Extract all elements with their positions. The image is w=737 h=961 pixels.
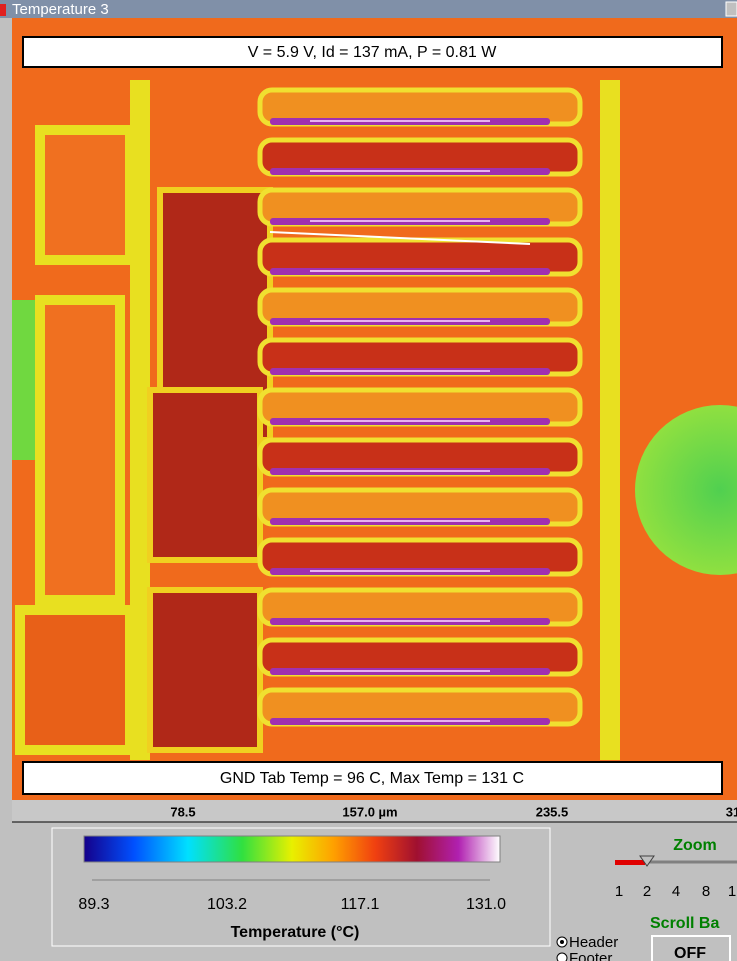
hot-core <box>310 670 490 672</box>
app-icon <box>0 4 6 16</box>
hot-core <box>310 320 490 322</box>
page: {"window": {"title": "Temperature 3"}, "… <box>0 0 737 961</box>
footer-text: GND Tab Temp = 96 C, Max Temp = 131 C <box>220 770 524 787</box>
scroll-bar-title: Scroll Ba <box>650 915 719 932</box>
window: Temperature 3 V = 5.9 V, Id = 137 mA, P … <box>0 0 737 961</box>
zoom-title: Zoom <box>673 837 717 854</box>
colorbar-label: 117.1 <box>341 896 380 913</box>
hot-core <box>310 220 490 222</box>
hot-core <box>310 420 490 422</box>
zoom-level[interactable]: 1 <box>615 883 623 900</box>
hot-core <box>310 470 490 472</box>
hot-core <box>310 520 490 522</box>
header-text: V = 5.9 V, Id = 137 mA, P = 0.81 W <box>248 44 498 61</box>
footer-option[interactable]: Footer <box>569 950 612 961</box>
hot-core <box>310 270 490 272</box>
ruler-label: 235.5 <box>536 804 569 819</box>
off-button-label[interactable]: OFF <box>674 945 706 961</box>
colorbar-title: Temperature (°C) <box>231 924 360 941</box>
hot-core <box>310 720 490 722</box>
warm-pad <box>40 130 130 260</box>
hot-core <box>310 570 490 572</box>
warm-pad <box>40 300 120 600</box>
ruler-label: 78.5 <box>170 804 195 819</box>
header-option[interactable]: Header <box>569 934 618 951</box>
title-bar <box>0 0 737 18</box>
ruler-label: 157.0 µm <box>342 804 397 819</box>
thermal-image <box>12 18 737 800</box>
colorbar <box>84 836 500 862</box>
zoom-level[interactable]: 8 <box>702 883 710 900</box>
radio-dot <box>560 940 564 944</box>
hot-core <box>310 170 490 172</box>
bus-line <box>600 80 620 760</box>
footer-radio[interactable] <box>557 953 567 961</box>
warm-pad <box>20 610 130 750</box>
hot-core <box>310 370 490 372</box>
colorbar-label: 89.3 <box>78 896 109 913</box>
close-button[interactable] <box>726 2 737 16</box>
hot-core <box>310 120 490 122</box>
colorbar-label: 103.2 <box>207 896 247 913</box>
zoom-level[interactable]: 1 <box>728 883 736 900</box>
zoom-level[interactable]: 2 <box>643 883 651 900</box>
window-title: Temperature 3 <box>12 1 109 18</box>
zoom-level[interactable]: 4 <box>672 883 680 900</box>
gate-pad <box>150 390 260 560</box>
gate-pad <box>150 590 260 750</box>
hot-core <box>310 620 490 622</box>
colorbar-label: 131.0 <box>466 896 506 913</box>
ruler-label: 31 <box>726 804 737 819</box>
zoom-fill <box>615 860 645 865</box>
